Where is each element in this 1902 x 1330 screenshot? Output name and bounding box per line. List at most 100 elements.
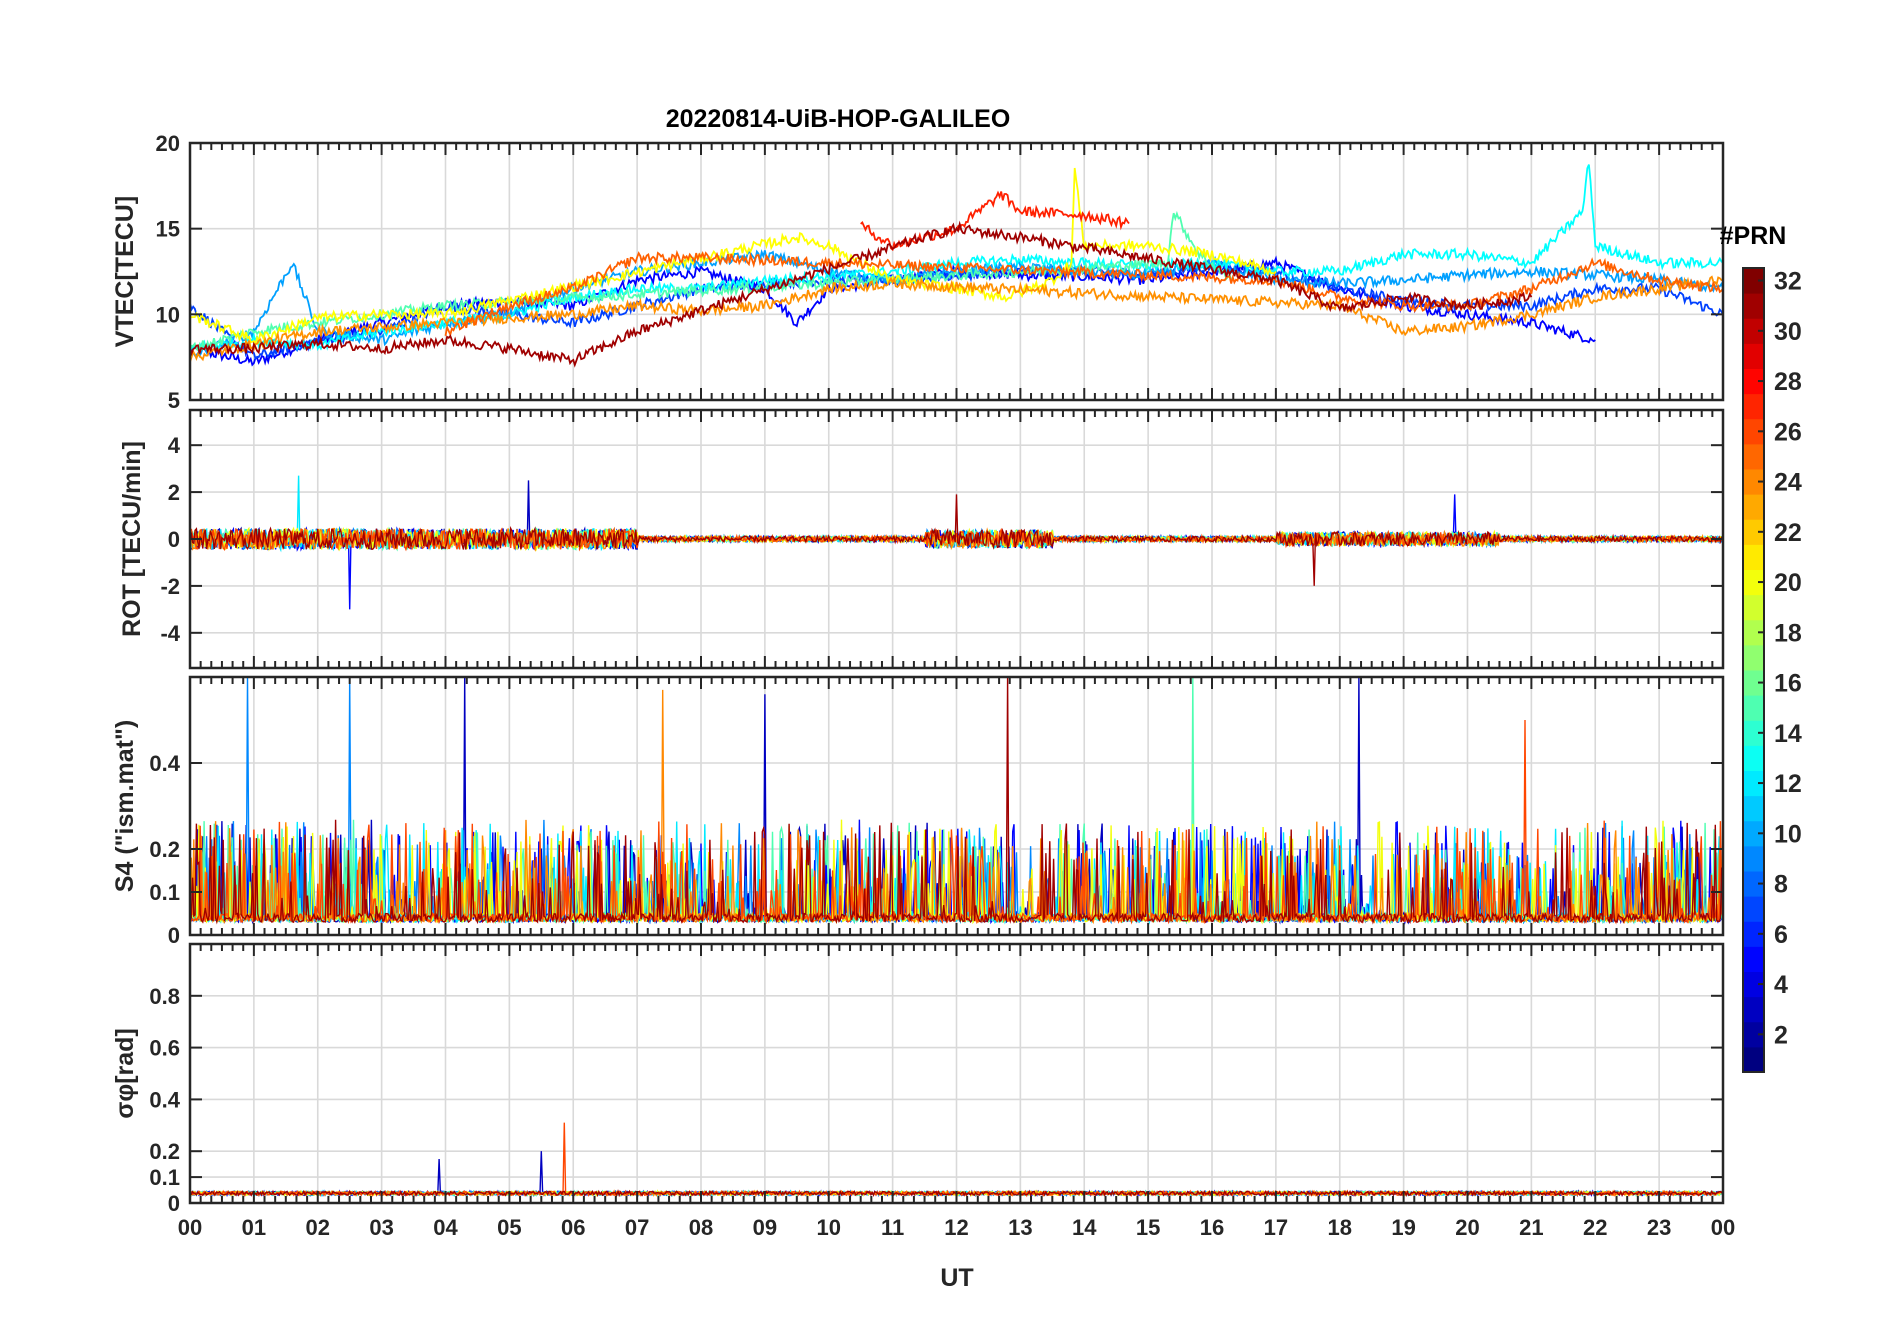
y-axis-label: ROT [TECU/min]	[118, 441, 146, 637]
x-tick-label: 11	[881, 1215, 904, 1240]
y-tick-label: 15	[156, 217, 180, 242]
colorbar-segment	[1743, 293, 1764, 319]
series-line-prn-26	[190, 526, 1723, 552]
colorbar-tick-label: 12	[1774, 770, 1802, 798]
colorbar-tick-label: 18	[1774, 619, 1802, 647]
colorbar-segment	[1743, 418, 1764, 445]
y-axis-label: S4 ("ism.mat")	[111, 720, 139, 892]
colorbar-tick-label: 20	[1774, 569, 1802, 597]
colorbar-segment	[1743, 1021, 1764, 1048]
y-tick-label: -4	[160, 621, 180, 646]
colorbar-segment	[1743, 745, 1764, 771]
panel-rot: -4 -2 0 2 4 ROT [TECU/min]	[118, 408, 1725, 670]
panel-vtec: 5 10 15 20 VTEC[TECU]	[111, 131, 1725, 413]
y-tick-label: 0.4	[149, 751, 180, 776]
colorbar-tick-label: 16	[1774, 670, 1802, 698]
y-tick-label: 0	[168, 527, 180, 552]
x-tick-label: 08	[689, 1215, 713, 1240]
colorbar-segment	[1743, 1046, 1764, 1073]
x-tick-label: 05	[497, 1215, 521, 1240]
colorbar-tick-label: 8	[1774, 871, 1788, 899]
colorbar-segment	[1743, 670, 1764, 696]
colorbar-tick-label: 28	[1774, 368, 1802, 396]
colorbar-segment	[1743, 871, 1764, 897]
colorbar-tick-label: 4	[1774, 971, 1788, 999]
x-axis-label: UT	[940, 1264, 973, 1292]
y-tick-label: 10	[156, 302, 180, 327]
x-tick-label: 03	[369, 1215, 393, 1240]
colorbar-segment	[1743, 946, 1764, 972]
x-tick-label: 18	[1328, 1215, 1352, 1240]
y-tick-label: 0	[168, 1191, 180, 1216]
x-tick-label: 01	[242, 1215, 266, 1240]
colorbar-tick-label: 14	[1774, 720, 1802, 748]
colorbar-segment	[1743, 921, 1764, 947]
colorbar-segment	[1743, 619, 1764, 646]
series-line-prn-25	[444, 249, 1723, 338]
series-line-prn-31	[190, 494, 1723, 586]
panel-sigma_phi: 00.10.2 0.4 0.6 0.8 σφ[rad] 00 01 02 03 04 05 06 07 0…	[111, 942, 1735, 1240]
colorbar-segment	[1743, 569, 1764, 596]
y-tick-label: 2	[168, 480, 180, 505]
x-tick-label: 04	[433, 1215, 458, 1240]
x-tick-label: 17	[1264, 1215, 1288, 1240]
x-tick-label: 23	[1647, 1215, 1671, 1240]
x-tick-label: 00	[1711, 1215, 1735, 1240]
x-tick-label: 06	[561, 1215, 585, 1240]
data-layer	[190, 677, 1723, 925]
colorbar-segment	[1743, 996, 1764, 1023]
data-layer	[190, 475, 1723, 610]
colorbar-tick-label: 30	[1774, 318, 1802, 346]
y-tick-label: 20	[156, 131, 180, 156]
figure-title: 20220814-UiB-HOP-GALILEO	[666, 105, 1011, 133]
x-tick-label: 22	[1583, 1215, 1607, 1240]
y-tick-label: 0.2	[149, 837, 180, 862]
colorbar-segment	[1743, 770, 1764, 797]
colorbar-tick-label: 22	[1774, 519, 1802, 547]
colorbar-segment	[1743, 469, 1764, 495]
y-axis-label: σφ[rad]	[111, 1028, 139, 1119]
colorbar-tick-label: 10	[1774, 820, 1802, 848]
series-line-prn-31	[190, 220, 1533, 368]
y-tick-label: 5	[168, 388, 180, 413]
y-axis-label: VTEC[TECU]	[111, 196, 139, 347]
y-tick-label: 0	[168, 923, 180, 948]
x-tick-label: 19	[1391, 1215, 1415, 1240]
x-tick-label: 16	[1200, 1215, 1224, 1240]
colorbar-segment	[1743, 343, 1764, 369]
colorbar-segment	[1743, 820, 1764, 847]
x-tick-label: 07	[625, 1215, 649, 1240]
colorbar-frame	[1742, 267, 1765, 1073]
colorbar-segment	[1743, 695, 1764, 721]
y-tick-label: -2	[160, 574, 180, 599]
x-tick-label: 20	[1455, 1215, 1479, 1240]
x-tick-label: 00	[178, 1215, 202, 1240]
x-tick-label: 10	[817, 1215, 841, 1240]
series-line-prn-31	[190, 677, 1723, 925]
series-line-prn-5	[190, 259, 1723, 361]
colorbar-segment	[1743, 443, 1764, 470]
colorbar-segment	[1743, 845, 1764, 872]
x-tick-label: 14	[1072, 1215, 1097, 1240]
colorbar-segment	[1743, 644, 1764, 671]
data-layer	[190, 164, 1723, 368]
colorbar-segment	[1743, 368, 1764, 395]
colorbar-tick-label: 2	[1774, 1021, 1788, 1049]
x-tick-label: 12	[944, 1215, 968, 1240]
colorbar-segment	[1743, 971, 1764, 998]
x-tick-label: 21	[1519, 1215, 1543, 1240]
colorbar-segment	[1743, 268, 1764, 294]
colorbar-tick-label: 24	[1774, 469, 1802, 497]
colorbar-segment	[1743, 544, 1764, 570]
x-tick-label: 15	[1136, 1215, 1160, 1240]
colorbar-label: #PRN	[1720, 222, 1787, 250]
y-tick-label: 0.1	[149, 1165, 180, 1190]
colorbar-tick-label: 26	[1774, 418, 1802, 446]
x-tick-label: 13	[1008, 1215, 1032, 1240]
colorbar-segment	[1743, 896, 1764, 922]
panel-s4: 0 0.1 0.2 0.4 S4 ("ism.mat")	[111, 675, 1725, 948]
colorbar-segment	[1743, 720, 1764, 746]
